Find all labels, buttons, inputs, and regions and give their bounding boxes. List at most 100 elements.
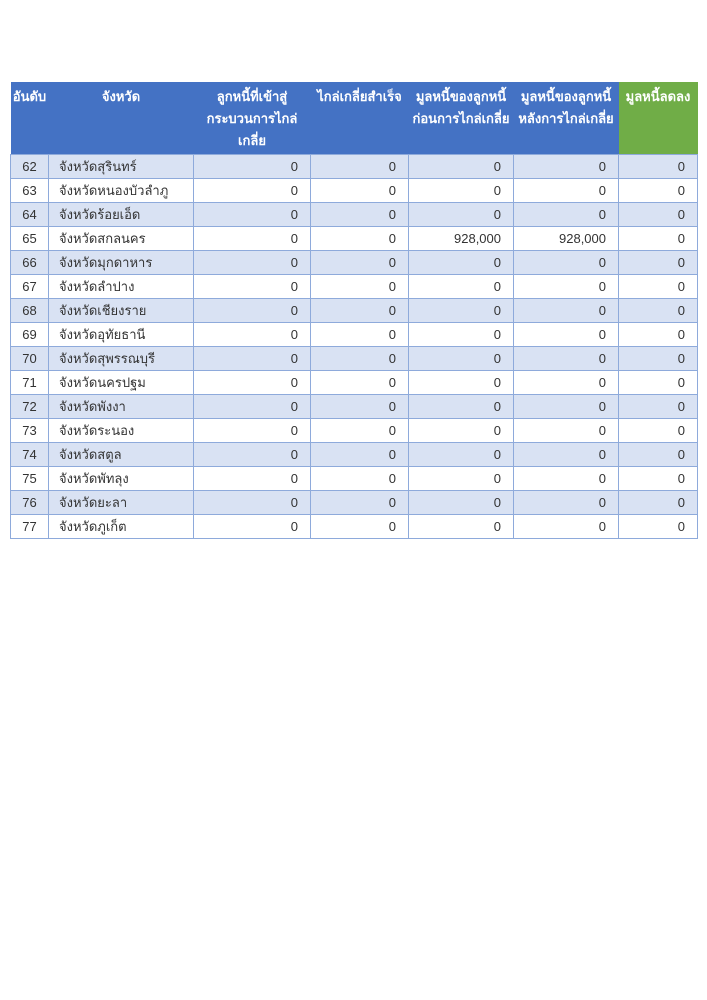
table-row: 64 จังหวัดร้อยเอ็ด 0 0 0 0 0 <box>10 202 698 227</box>
rank-cell: 73 <box>10 418 49 443</box>
province-cell: จังหวัดสกลนคร <box>48 226 194 251</box>
debtors-cell: 0 <box>193 490 311 515</box>
province-cell: จังหวัดภูเก็ต <box>48 514 194 539</box>
debt-after-cell: 0 <box>513 394 619 419</box>
table-row: 66 จังหวัดมุกดาหาร 0 0 0 0 0 <box>10 250 698 275</box>
table-row: 76 จังหวัดยะลา 0 0 0 0 0 <box>10 490 698 515</box>
province-cell: จังหวัดสุพรรณบุรี <box>48 346 194 371</box>
rank-cell: 62 <box>10 154 49 179</box>
province-cell: จังหวัดนครปฐม <box>48 370 194 395</box>
success-cell: 0 <box>310 418 409 443</box>
table-row: 77 จังหวัดภูเก็ต 0 0 0 0 0 <box>10 514 698 539</box>
debt-before-cell: 0 <box>408 466 514 491</box>
rank-cell: 75 <box>10 466 49 491</box>
debtors-cell: 0 <box>193 274 311 299</box>
col-header-debt-after: มูลหนี้ของลูกหนี้ หลังการไกล่เกลี่ย <box>513 82 619 155</box>
table-row: 67 จังหวัดลำปาง 0 0 0 0 0 <box>10 274 698 299</box>
header-label: มูลหนี้ของลูกหนี้ <box>415 89 507 104</box>
success-cell: 0 <box>310 394 409 419</box>
header-label: จังหวัด <box>101 89 141 104</box>
debt-reduced-cell: 0 <box>618 298 698 323</box>
province-cell: จังหวัดพัทลุง <box>48 466 194 491</box>
debt-reduced-cell: 0 <box>618 346 698 371</box>
province-cell: จังหวัดร้อยเอ็ด <box>48 202 194 227</box>
debt-reduced-cell: 0 <box>618 514 698 539</box>
debt-after-cell: 0 <box>513 298 619 323</box>
debt-reduced-cell: 0 <box>618 178 698 203</box>
rank-cell: 74 <box>10 442 49 467</box>
mediation-table-container: อันดับ จังหวัด ลูกหนี้ที่เข้าสู่ กระบวนก… <box>10 82 698 539</box>
province-cell: จังหวัดมุกดาหาร <box>48 250 194 275</box>
debt-before-cell: 0 <box>408 418 514 443</box>
debt-after-cell: 0 <box>513 466 619 491</box>
debt-before-cell: 0 <box>408 370 514 395</box>
success-cell: 0 <box>310 514 409 539</box>
debt-after-cell: 0 <box>513 514 619 539</box>
rank-cell: 63 <box>10 178 49 203</box>
table-header: อันดับ จังหวัด ลูกหนี้ที่เข้าสู่ กระบวนก… <box>10 82 698 155</box>
success-cell: 0 <box>310 178 409 203</box>
col-header-rank: อันดับ <box>10 82 49 155</box>
table-row: 75 จังหวัดพัทลุง 0 0 0 0 0 <box>10 466 698 491</box>
debtors-cell: 0 <box>193 298 311 323</box>
debtors-cell: 0 <box>193 202 311 227</box>
debt-reduced-cell: 0 <box>618 154 698 179</box>
debt-after-cell: 0 <box>513 202 619 227</box>
rank-cell: 66 <box>10 250 49 275</box>
debt-reduced-cell: 0 <box>618 274 698 299</box>
province-cell: จังหวัดพังงา <box>48 394 194 419</box>
rank-cell: 68 <box>10 298 49 323</box>
success-cell: 0 <box>310 202 409 227</box>
debt-reduced-cell: 0 <box>618 202 698 227</box>
success-cell: 0 <box>310 250 409 275</box>
province-cell: จังหวัดสตูล <box>48 442 194 467</box>
table-row: 68 จังหวัดเชียงราย 0 0 0 0 0 <box>10 298 698 323</box>
rank-cell: 70 <box>10 346 49 371</box>
debt-after-cell: 0 <box>513 490 619 515</box>
debt-after-cell: 0 <box>513 274 619 299</box>
rank-cell: 65 <box>10 226 49 251</box>
col-header-mediation-success: ไกล่เกลี่ยสำเร็จ <box>310 82 409 155</box>
mediation-table: อันดับ จังหวัด ลูกหนี้ที่เข้าสู่ กระบวนก… <box>10 82 698 539</box>
province-cell: จังหวัดหนองบัวลำภู <box>48 178 194 203</box>
debt-after-cell: 0 <box>513 370 619 395</box>
col-header-province: จังหวัด <box>48 82 194 155</box>
debt-after-cell: 0 <box>513 154 619 179</box>
success-cell: 0 <box>310 490 409 515</box>
rank-cell: 71 <box>10 370 49 395</box>
header-label: ไกล่เกลี่ยสำเร็จ <box>317 89 402 104</box>
province-cell: จังหวัดเชียงราย <box>48 298 194 323</box>
debtors-cell: 0 <box>193 394 311 419</box>
rank-cell: 77 <box>10 514 49 539</box>
header-label-line2: หลังการไกล่เกลี่ย <box>518 111 614 126</box>
debt-after-cell: 0 <box>513 418 619 443</box>
debtors-cell: 0 <box>193 418 311 443</box>
col-header-debt-reduced: มูลหนี้ลดลง <box>618 82 698 155</box>
debtors-cell: 0 <box>193 226 311 251</box>
debt-before-cell: 0 <box>408 514 514 539</box>
success-cell: 0 <box>310 274 409 299</box>
debt-reduced-cell: 0 <box>618 394 698 419</box>
header-label-line2: กระบวนการไกล่เกลี่ย <box>206 111 298 148</box>
debt-before-cell: 0 <box>408 322 514 347</box>
success-cell: 0 <box>310 226 409 251</box>
success-cell: 0 <box>310 346 409 371</box>
debt-reduced-cell: 0 <box>618 442 698 467</box>
debt-reduced-cell: 0 <box>618 250 698 275</box>
table-row: 74 จังหวัดสตูล 0 0 0 0 0 <box>10 442 698 467</box>
debt-reduced-cell: 0 <box>618 490 698 515</box>
debtors-cell: 0 <box>193 154 311 179</box>
success-cell: 0 <box>310 154 409 179</box>
header-label-line2: ก่อนการไกล่เกลี่ย <box>412 111 510 126</box>
debtors-cell: 0 <box>193 370 311 395</box>
rank-cell: 72 <box>10 394 49 419</box>
province-cell: จังหวัดลำปาง <box>48 274 194 299</box>
debt-before-cell: 0 <box>408 394 514 419</box>
col-header-debtors-entering: ลูกหนี้ที่เข้าสู่ กระบวนการไกล่เกลี่ย <box>193 82 311 155</box>
table-row: 70 จังหวัดสุพรรณบุรี 0 0 0 0 0 <box>10 346 698 371</box>
province-cell: จังหวัดยะลา <box>48 490 194 515</box>
header-label: มูลหนี้ของลูกหนี้ <box>520 89 612 104</box>
rank-cell: 64 <box>10 202 49 227</box>
rank-cell: 67 <box>10 274 49 299</box>
